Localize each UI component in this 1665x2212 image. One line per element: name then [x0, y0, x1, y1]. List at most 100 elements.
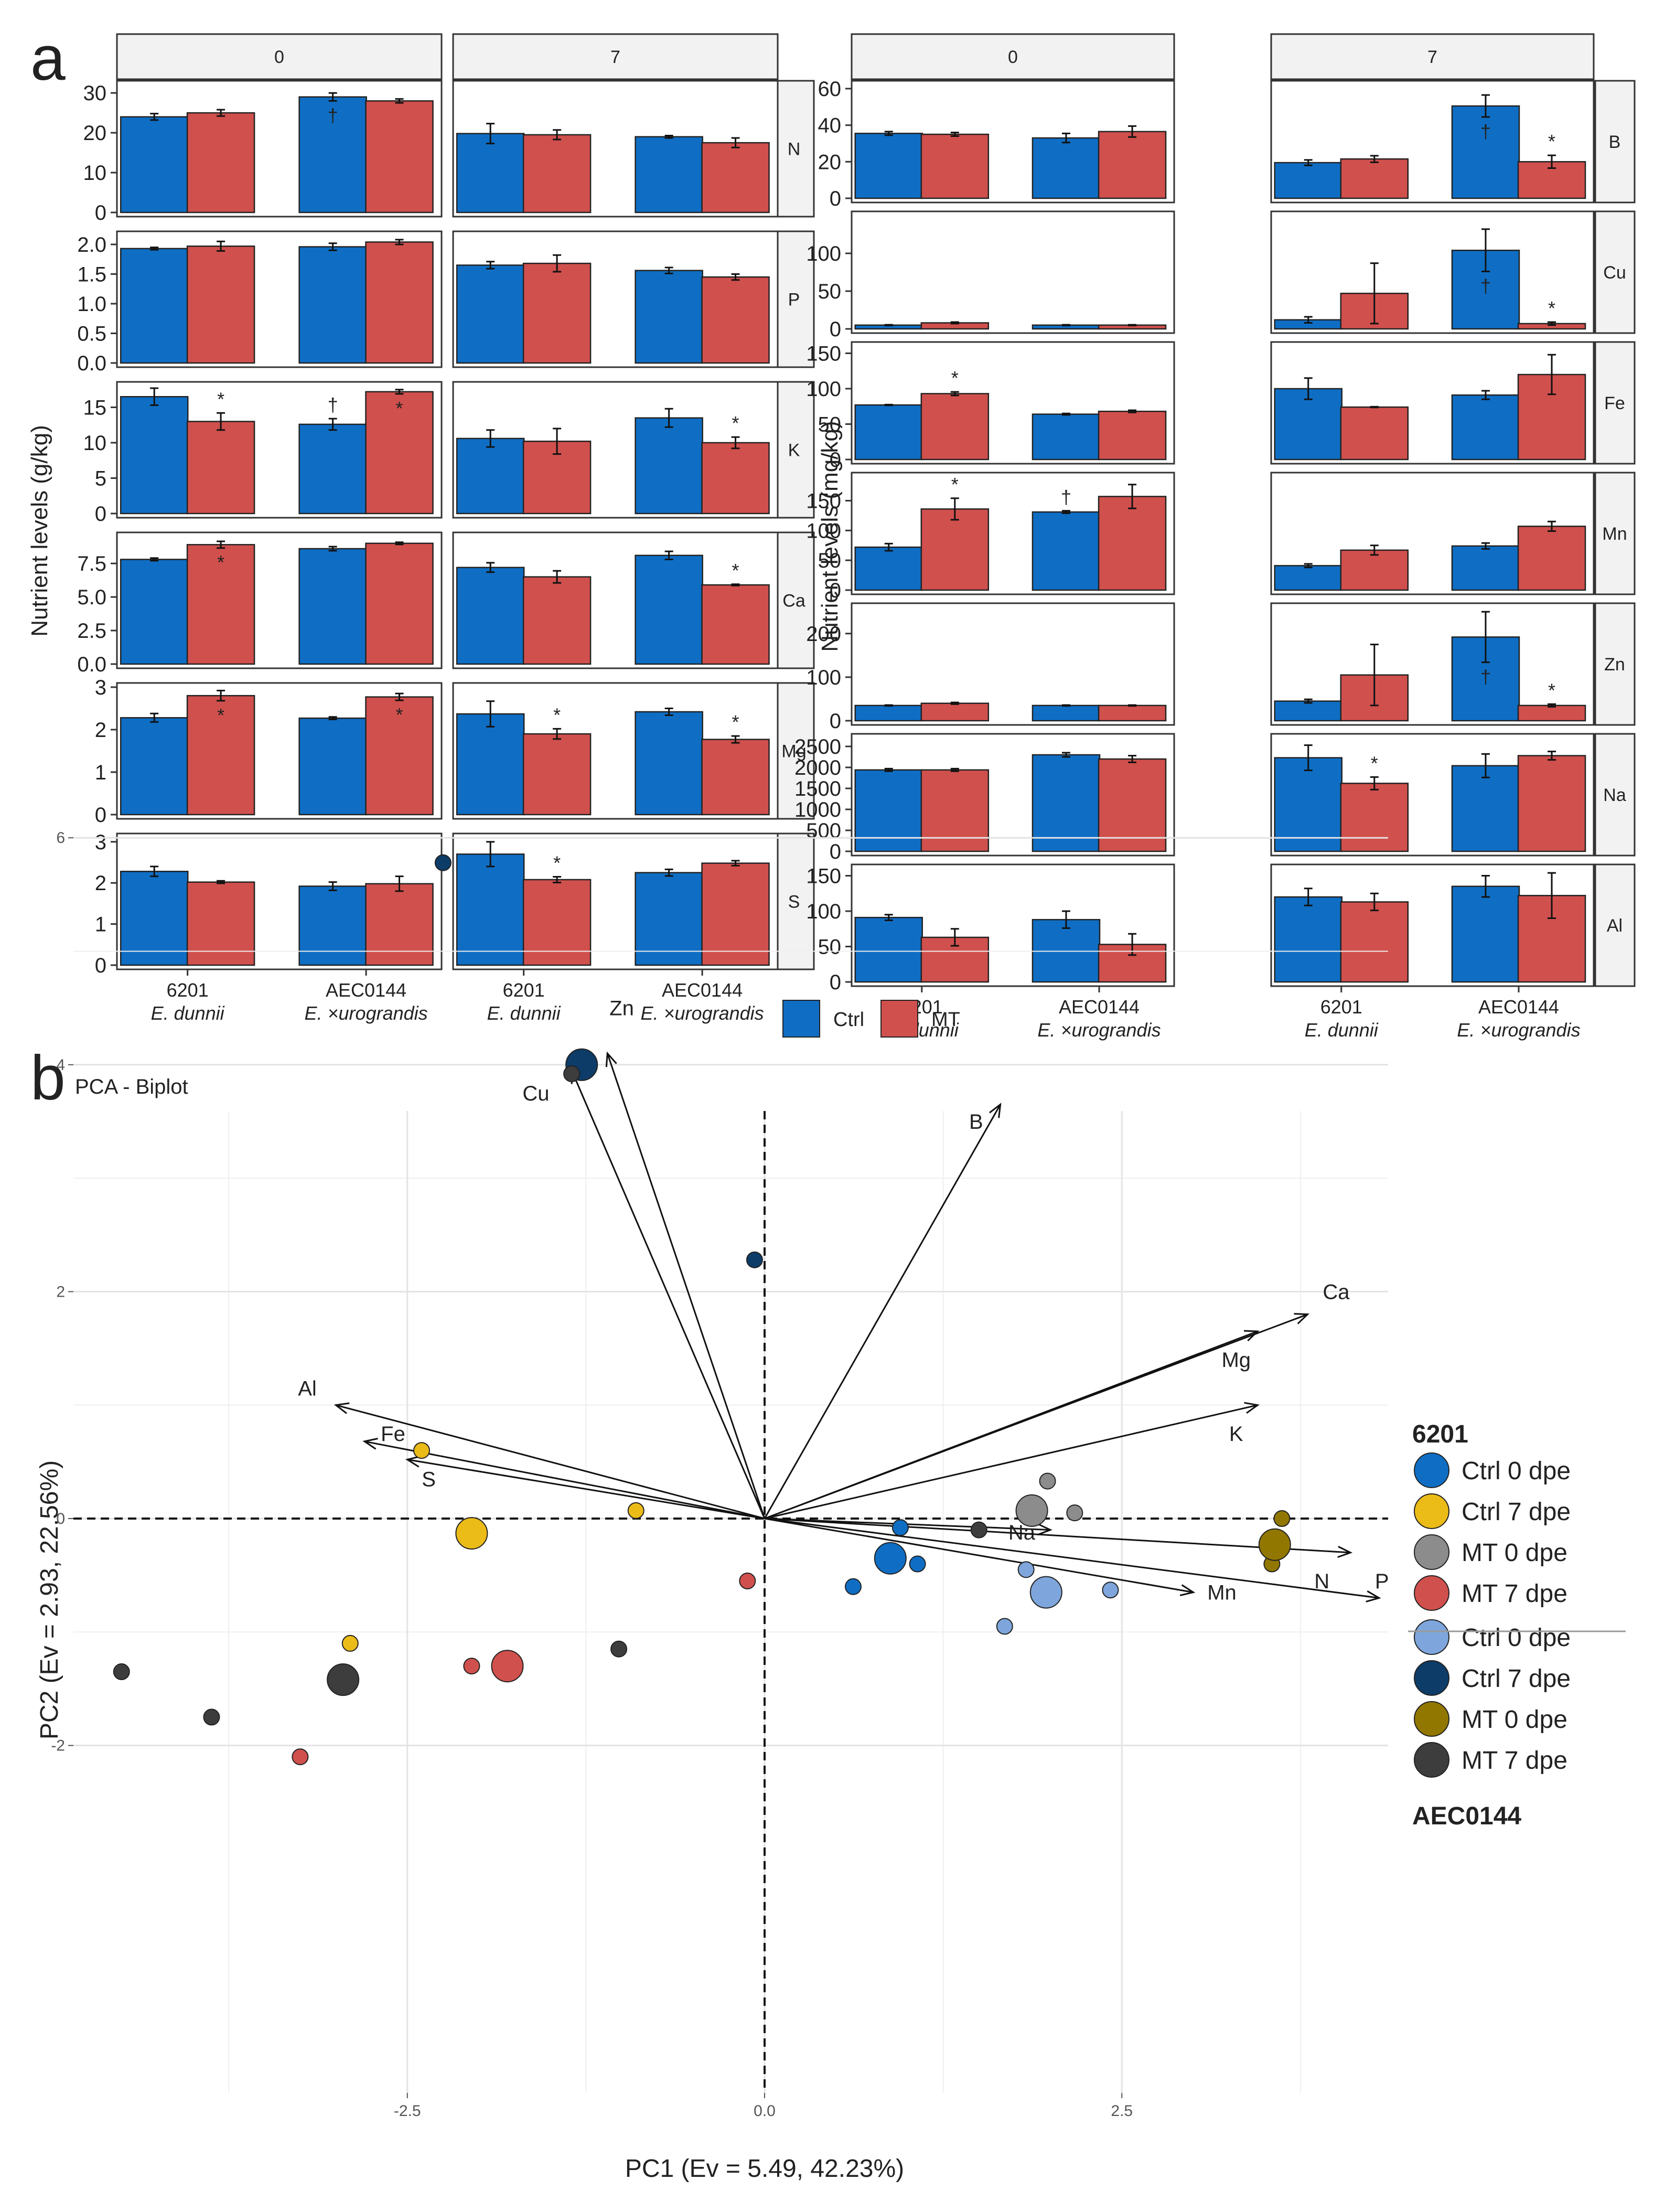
bar-Mg-7-AEC0144-MT [701, 739, 770, 816]
bar-P-0-AEC0144-MT [365, 241, 434, 364]
bar-Mn-0-AEC0144-MT [1098, 496, 1167, 591]
loading-arrowhead [1337, 1546, 1353, 1558]
loading-arrow-Mn [764, 1518, 1194, 1594]
significance-mark: * [951, 367, 959, 389]
x-tick-label: 6201 [167, 979, 209, 1001]
bar-B-0-6201-Ctrl [854, 133, 923, 199]
point-6201-MT 7 dpe [739, 1572, 756, 1589]
significance-mark: * [1548, 679, 1555, 701]
bar-S-7-AEC0144-MT [701, 862, 770, 966]
facet-row-label: Fe [1604, 393, 1625, 413]
bar-Fe-0-6201-MT [920, 393, 990, 461]
facet-row-strip-P [774, 230, 815, 368]
loading-label-Mn: Mn [1207, 1581, 1237, 1605]
y-tick-label: 15 [83, 397, 107, 420]
loading-arrow-S [407, 1459, 765, 1520]
legend-label-mt: MT [931, 1009, 960, 1031]
significance-mark: † [1061, 486, 1071, 508]
legend-key-6201-Ctrl 0 dpe [1414, 1452, 1449, 1488]
y-axis-title: Nutrient levels (g/kg) [27, 425, 52, 636]
x-tick-species: E. dunnii [151, 1002, 225, 1024]
bar-Mn-7-AEC0144-MT [1517, 526, 1586, 591]
facet-row-strip-B [1594, 80, 1636, 204]
bar-Mn-0-AEC0144-Ctrl [1032, 511, 1101, 591]
y-tick-label: 0 [95, 954, 106, 977]
facet-strip-label: 7 [610, 47, 620, 67]
bar-Na-0-AEC0144-MT [1098, 758, 1167, 852]
y-tick-label: 50 [818, 549, 842, 572]
loading-arrow-Cu [571, 1070, 766, 1519]
facet-row-strip-Cu [1594, 210, 1636, 334]
bar-Na-7-6201-MT [1340, 783, 1409, 852]
loading-label-Ca: Ca [1323, 1280, 1350, 1303]
bar-Mn-0-6201-MT [920, 508, 990, 591]
bar-P-0-6201-Ctrl [120, 248, 189, 364]
facet-row-strip-N [774, 80, 815, 218]
facet-row-strip-K [774, 381, 815, 519]
x-tick-species: E. dunnii [487, 1002, 561, 1024]
bar-Na-0-6201-MT [920, 769, 990, 852]
y-tick-label: 5.0 [77, 586, 106, 609]
facet-strip-7 [1270, 33, 1595, 80]
facet-row-strip-Mg [774, 682, 815, 820]
loading-arrow-Zn [606, 1053, 766, 1519]
bar-N-7-AEC0144-Ctrl [635, 136, 703, 213]
y-tick-label: 50 [818, 936, 842, 959]
loading-label-S: S [422, 1468, 436, 1491]
bar-N-0-AEC0144-Ctrl [298, 96, 367, 213]
loading-arrowhead [989, 1103, 1002, 1118]
y-axis-title: Nutrient levels (mg/kg) [817, 421, 843, 651]
bar-Na-0-AEC0144-Ctrl [1032, 754, 1101, 852]
y-tick-label: 200 [806, 623, 841, 646]
centroid-6201-Ctrl 7 dpe [455, 1517, 488, 1550]
panel-a-label: a [30, 23, 66, 93]
x-tick-species: E. dunnii [1305, 1019, 1379, 1041]
y-tick-label: 100 [806, 666, 841, 689]
loading-label-Fe: Fe [381, 1423, 405, 1446]
bar-B-7-6201-Ctrl [1274, 162, 1342, 199]
bar-Fe-0-AEC0144-Ctrl [1032, 413, 1101, 461]
significance-mark: * [1371, 752, 1378, 774]
y-tick-label: 500 [806, 819, 841, 842]
y-tick-label: 0.0 [77, 352, 106, 375]
bar-N-7-AEC0144-MT [701, 142, 770, 213]
y-tick-label: 150 [806, 489, 841, 512]
facet-row-label: P [788, 290, 800, 310]
loading-arrowhead [334, 1402, 350, 1414]
y-tick-label: 150 [806, 343, 841, 366]
legend-label: Ctrl 7 dpe [1462, 1665, 1571, 1693]
legend-header-6201: 6201 [1412, 1420, 1468, 1448]
loading-arrowhead [1179, 1584, 1196, 1596]
bar-K-0-6201-MT [186, 421, 255, 515]
y-tick-label: -2 [51, 1737, 65, 1755]
bar-Ca-7-6201-MT [522, 576, 592, 665]
facet-strip-0 [116, 33, 443, 80]
bar-B-0-6201-MT [920, 133, 990, 199]
bar-P-7-6201-Ctrl [456, 264, 525, 364]
y-tick-label: 1500 [794, 777, 841, 800]
loading-arrowhead [1294, 1313, 1310, 1324]
x-tick-species: E. ×urograndis [641, 1002, 764, 1024]
y-tick-label: 10 [83, 432, 107, 455]
significance-mark: * [217, 704, 224, 726]
loading-label-K: K [1229, 1423, 1243, 1446]
legend-label: MT 0 dpe [1462, 1539, 1567, 1567]
bar-K-0-AEC0144-Ctrl [298, 423, 367, 515]
y-tick-label: 1.0 [77, 293, 106, 316]
bar-Na-7-6201-Ctrl [1274, 757, 1342, 852]
bar-N-0-AEC0144-MT [365, 100, 434, 213]
bar-Mg-0-AEC0144-MT [365, 696, 434, 816]
loading-arrowhead [1244, 1402, 1260, 1414]
y-tick-label: 2.5 [77, 619, 106, 643]
bar-N-7-6201-MT [522, 134, 592, 213]
facet-row-label: Cu [1603, 263, 1626, 283]
bar-Na-7-AEC0144-MT [1517, 755, 1586, 852]
bar-Fe-0-AEC0144-MT [1098, 410, 1167, 461]
y-tick-label: 2500 [794, 735, 841, 758]
bar-B-7-AEC0144-Ctrl [1451, 105, 1520, 199]
y-tick-label: 0 [95, 804, 106, 827]
x-tick-label: 6201 [503, 979, 545, 1001]
facet-row-strip-Mn [1594, 472, 1636, 595]
legend-label: MT 7 dpe [1462, 1747, 1567, 1775]
